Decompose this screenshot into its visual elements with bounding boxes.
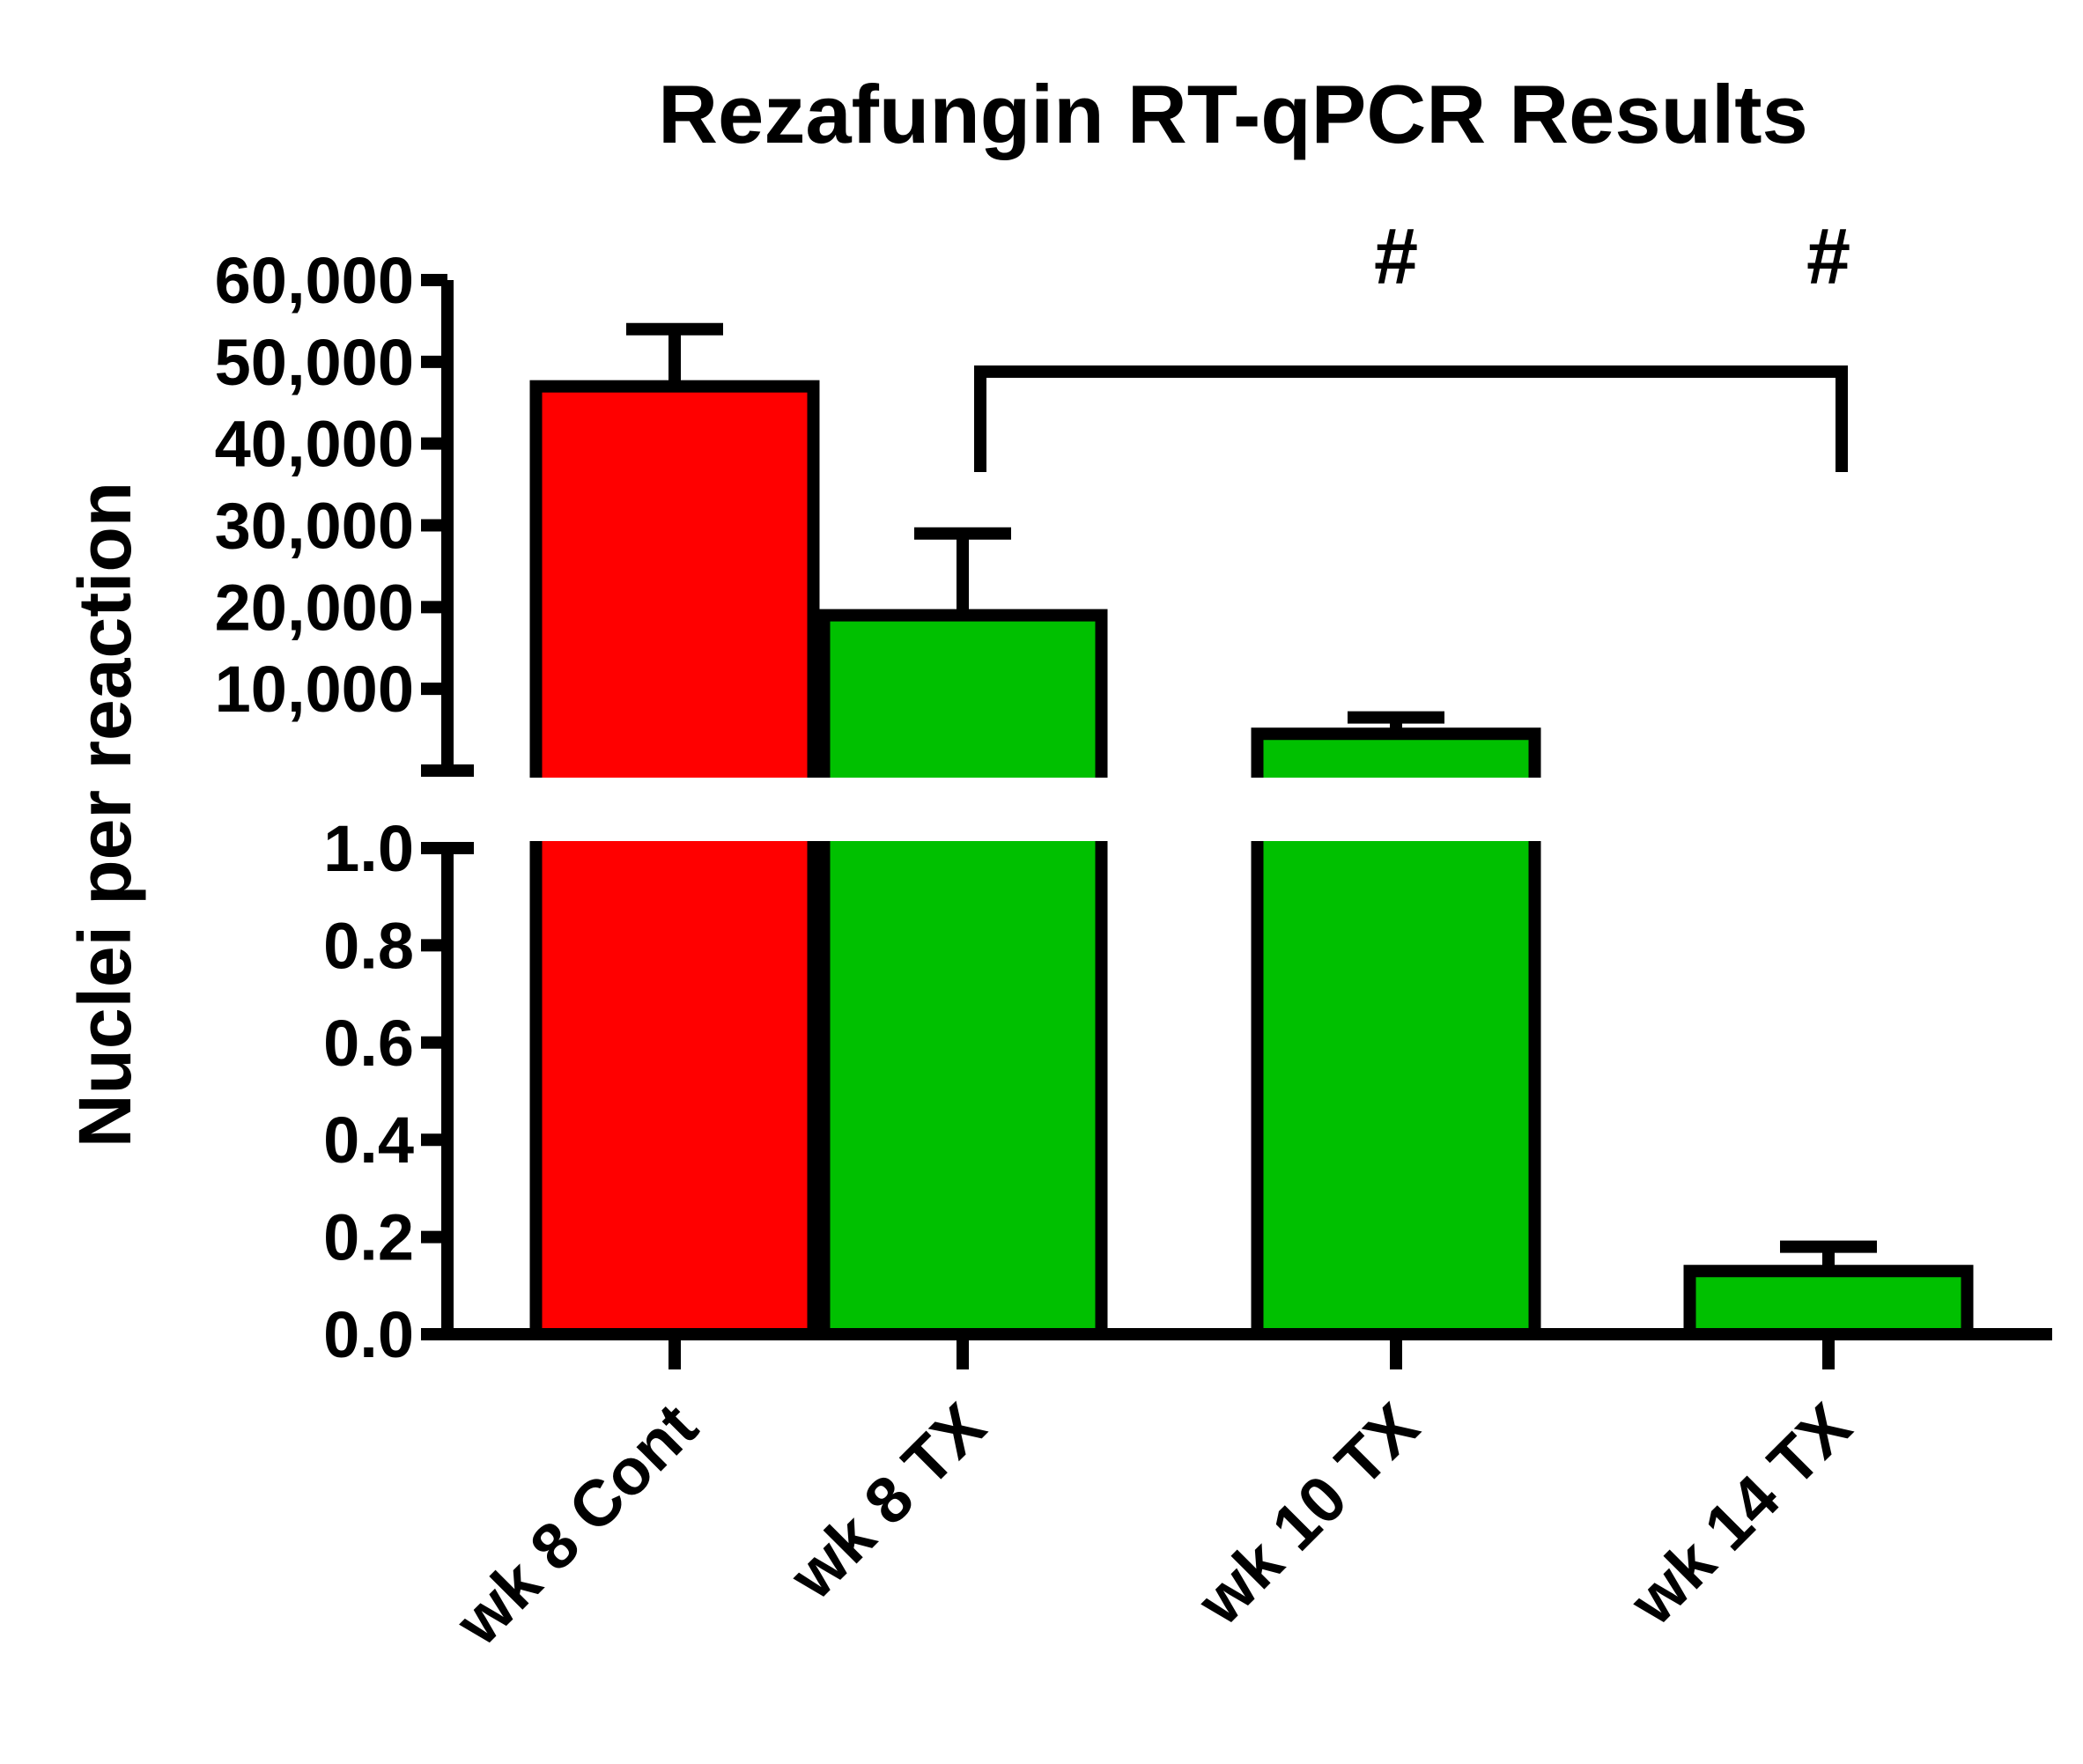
axis-break-band	[370, 778, 2061, 841]
x-tick-label: wk 8 TX	[775, 1390, 999, 1613]
y-tick-label: 0.2	[323, 1201, 414, 1274]
y-tick-label: 20,000	[215, 571, 414, 644]
y-tick-label: 0.6	[323, 1007, 414, 1080]
y-tick-label: 0.4	[323, 1103, 414, 1177]
bar-wk-14-tx	[1683, 1265, 1974, 1340]
chart-title: Rezafungin RT-qPCR Results	[658, 68, 1808, 160]
bar-wk-8-tx	[817, 609, 1108, 1340]
bar-wk-8-cont	[529, 380, 820, 1341]
y-tick-label: 40,000	[215, 408, 414, 481]
y-tick-label: 0.0	[323, 1298, 414, 1371]
y-tick-label: 0.8	[323, 909, 414, 982]
y-tick-label: 30,000	[215, 490, 414, 563]
y-tick-label: 10,000	[215, 653, 414, 726]
y-tick-label: 60,000	[215, 244, 414, 317]
axes-layer: 0.0 0.2 0.4 0.6 0.8 1.0 10,000 20,000 30,000 40,0…	[215, 244, 2052, 1659]
x-tick-label: wk 10 TX	[1183, 1390, 1432, 1639]
significance-marker: #	[1806, 213, 1850, 301]
x-tick-label: wk 8 Cont	[441, 1390, 712, 1660]
significance-marker: #	[1374, 213, 1418, 301]
annotations-layer: # #	[974, 213, 1850, 472]
error-bars-layer	[626, 322, 1877, 1272]
y-tick-label: 1.0	[323, 812, 414, 885]
y-axis-label: Nuclei per reaction	[63, 482, 146, 1148]
significance-bracket	[974, 365, 1848, 472]
bars-layer	[529, 380, 1974, 1341]
axis-break-gap	[370, 778, 2061, 841]
y-tick-label: 50,000	[215, 326, 414, 399]
x-tick-label: wk 14 TX	[1615, 1390, 1865, 1639]
